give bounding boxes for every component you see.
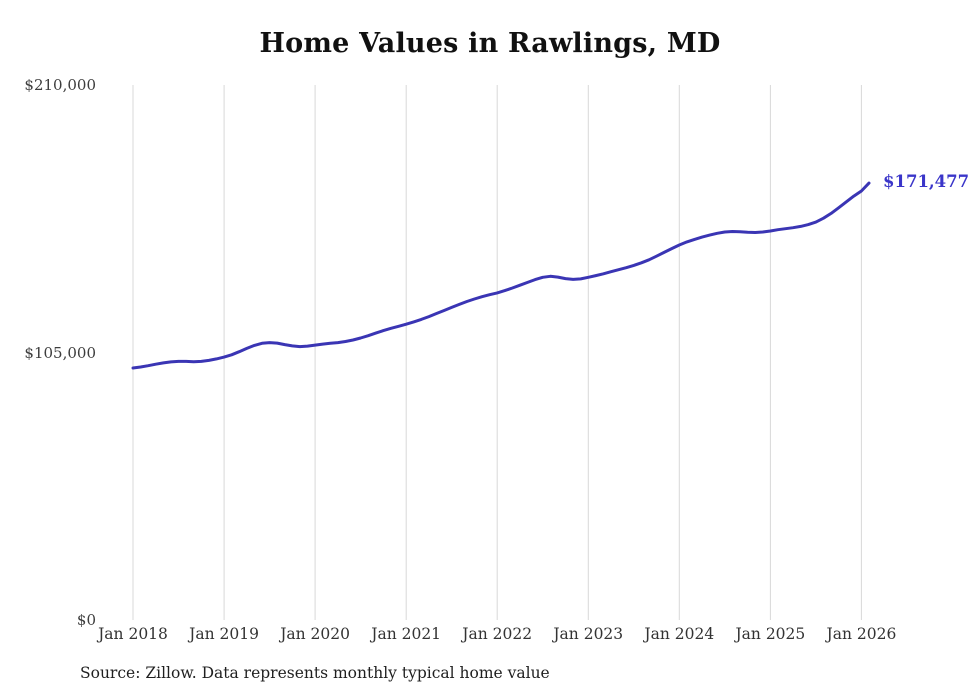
vertical-gridlines: [132, 85, 862, 620]
x-axis-tick-label: Jan 2020: [280, 625, 350, 643]
x-axis-tick-label: Jan 2026: [826, 625, 897, 643]
chart-title: Home Values in Rawlings, MD: [259, 28, 721, 59]
x-axis-tick-label: Jan 2021: [371, 625, 442, 643]
x-axis-tick-label: Jan 2024: [644, 625, 715, 643]
latest-value-label: $171,477: [883, 172, 970, 192]
x-axis-tick-label: Jan 2019: [189, 625, 259, 643]
x-axis-tick-label: Jan 2022: [462, 625, 533, 643]
source-note: Source: Zillow. Data represents monthly …: [80, 664, 550, 682]
y-axis-tick-label: $210,000: [24, 76, 96, 94]
x-axis-tick-label: Jan 2023: [553, 625, 624, 643]
home-value-line: [131, 181, 871, 370]
x-axis-tick-label: Jan 2018: [98, 625, 168, 643]
y-axis-tick-label: $0: [76, 611, 96, 629]
x-axis-tick-label: Jan 2025: [735, 625, 806, 643]
y-axis-tick-label: $105,000: [24, 343, 96, 362]
